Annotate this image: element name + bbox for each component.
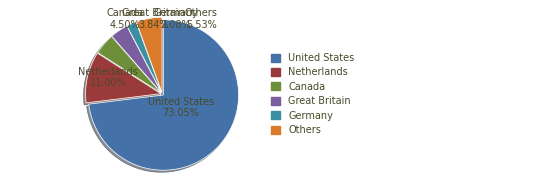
- Text: United States
73.05%: United States 73.05%: [148, 97, 214, 118]
- Text: Others
5.53%: Others 5.53%: [185, 8, 218, 30]
- Wedge shape: [127, 22, 162, 93]
- Wedge shape: [89, 20, 239, 170]
- Text: Canada
4.50%: Canada 4.50%: [106, 8, 143, 30]
- Wedge shape: [86, 53, 161, 103]
- Text: Germany
2.08%: Germany 2.08%: [153, 8, 198, 30]
- Text: Great Britain
3.84%: Great Britain 3.84%: [122, 8, 185, 30]
- Text: Netherlands
11.00%: Netherlands 11.00%: [78, 67, 138, 88]
- Wedge shape: [98, 36, 161, 93]
- Legend: United States, Netherlands, Canada, Great Britain, Germany, Others: United States, Netherlands, Canada, Grea…: [271, 53, 354, 135]
- Wedge shape: [136, 17, 162, 92]
- Wedge shape: [112, 26, 161, 93]
